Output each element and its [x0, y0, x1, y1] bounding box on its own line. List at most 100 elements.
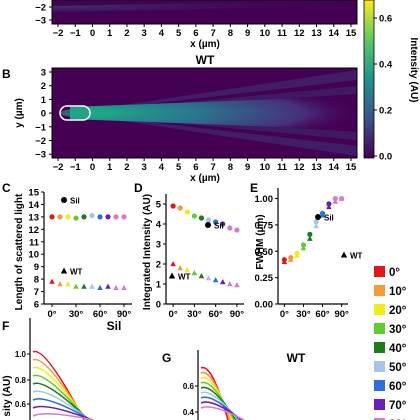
y-tick-label: 6 [34, 300, 39, 311]
colorbar-tick-label: 0.0 [379, 152, 392, 163]
x-tick-label: 30° [69, 309, 84, 320]
legend-marker-triangle [168, 272, 176, 279]
panel-c-label: C [2, 181, 11, 195]
panel-f-label: F [2, 319, 9, 333]
data-point-sil [184, 209, 190, 215]
angle-legend-label: 0° [389, 267, 400, 279]
y-tick-label: 0.25 [255, 273, 274, 284]
data-point-sil [234, 227, 240, 233]
x-tick-label: 0 [90, 28, 95, 39]
angle-legend-swatch [374, 342, 385, 353]
x-tick-label: 60° [93, 309, 108, 320]
angle-legend-label: 30° [389, 324, 407, 336]
data-point-wt [65, 281, 71, 287]
data-point-wt [287, 256, 294, 262]
y-tick-label: 0.4 [183, 408, 195, 417]
data-point-wt [307, 235, 313, 241]
y-tick-label: 8 [34, 275, 39, 286]
data-point-sil [332, 195, 338, 202]
data-point-wt [57, 281, 63, 287]
y-tick-label: −2 [35, 136, 46, 147]
y-tick-label: 7 [34, 287, 39, 298]
panel-d-label: D [134, 181, 143, 195]
data-point-sil [307, 231, 313, 237]
y-tick-label: 1.0 [15, 350, 27, 359]
data-point-sil [326, 201, 332, 207]
panel-f-title: Sil [107, 319, 122, 333]
data-point-wt [313, 222, 319, 229]
data-point-sil [57, 214, 63, 220]
x-tick-label: 9 [245, 28, 250, 39]
data-point-sil [97, 214, 103, 220]
angle-legend-label: 20° [389, 305, 407, 317]
data-point-wt [227, 281, 233, 287]
x-tick-label: 8 [228, 162, 233, 173]
data-point-wt [191, 270, 198, 276]
x-tick-label: 15 [346, 162, 357, 173]
y-tick-label: 0 [156, 300, 161, 311]
x-tick-label: 0 [90, 162, 95, 173]
legend-label-sil: Sil [324, 214, 334, 223]
y-tick-label: 14 [28, 200, 39, 211]
panel-c-ylabel: Length of scattered light [14, 193, 25, 310]
y-tick-label: 0.75 [255, 220, 274, 231]
data-point-sil [213, 219, 219, 225]
data-point-wt [205, 275, 212, 281]
y-tick-label: 3 [156, 240, 161, 251]
angle-legend-label: 50° [389, 362, 407, 374]
data-point-sil [89, 213, 95, 219]
y-tick-label: 0 [41, 109, 46, 120]
data-point-wt [319, 212, 326, 218]
intensity-curve [32, 412, 94, 420]
data-point-sil [81, 214, 87, 220]
data-point-wt [294, 252, 300, 258]
data-point-sil [170, 203, 176, 209]
x-tick-label: 14 [328, 28, 339, 39]
x-tick-label: 1 [107, 28, 113, 39]
data-point-sil [205, 217, 212, 223]
y-tick-label: −1 [35, 122, 47, 133]
angle-legend-swatch [374, 361, 385, 372]
x-tick-label: 3 [142, 162, 147, 173]
intensity-curve [32, 398, 92, 420]
x-tick-label: 7 [210, 28, 215, 39]
data-point-sil [49, 214, 55, 220]
colorbar-gradient [364, 0, 374, 158]
panel-b-label: B [2, 67, 11, 81]
intensity-curve [32, 405, 93, 420]
x-tick-label: 5 [176, 28, 182, 39]
x-tick-label: 8 [228, 28, 233, 39]
y-tick-label: 15 [28, 188, 39, 199]
panel-b-xlabel: x (µm) [190, 173, 220, 184]
data-point-wt [49, 278, 55, 284]
legend-marker-circle [315, 214, 321, 220]
y-tick-label: 1 [156, 280, 162, 291]
panel-a-xlabel: x (µm) [190, 39, 220, 50]
x-tick-label: 0° [169, 309, 178, 320]
panel-a: −2−3 −2 −1 0 1 2 3 4 5 6 7 8 9 10 11 12 13 14 15 x (µm) [35, 0, 358, 50]
legend-label-wt: WT [70, 268, 83, 277]
panel-g-label: G [162, 351, 171, 365]
angle-legend: 0°10°20°30°40°50°60°70°80° [374, 266, 407, 420]
y-tick-label: 2 [41, 81, 46, 92]
x-tick-label: 6 [193, 28, 198, 39]
y-tick-label: 13 [28, 212, 39, 223]
panel-e: E FWHM (µm) 1.00 0.75 0.50 0.25 0.00 0° 30° 60°… [250, 181, 363, 320]
panel-b-ylabel: y (µm) [14, 98, 25, 128]
x-tick-label: 4 [159, 28, 165, 39]
legend-marker-circle [205, 222, 211, 228]
data-point-sil [220, 221, 226, 227]
y-tick-label: 4 [156, 220, 162, 231]
data-point-wt [121, 284, 127, 291]
data-point-wt [97, 284, 103, 291]
y-tick-label: 0.6 [15, 400, 27, 409]
data-point-wt [332, 198, 339, 204]
x-tick-label: 11 [277, 28, 288, 39]
y-tick-label: 12 [28, 225, 39, 236]
angle-legend-label: 70° [389, 400, 407, 412]
x-tick-label: 6 [193, 162, 198, 173]
data-point-sil [105, 214, 111, 220]
x-tick-label: 1 [107, 162, 113, 173]
y-tick-label: 9 [34, 262, 39, 273]
